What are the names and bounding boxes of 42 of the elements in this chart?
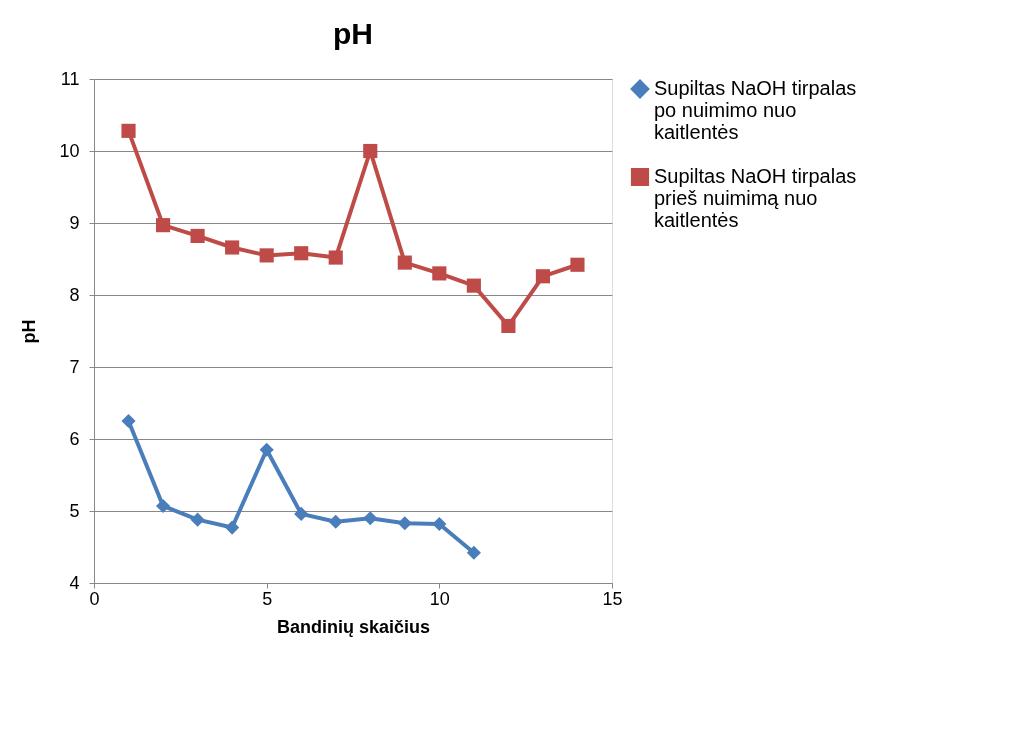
x-tick-label: 15 (602, 588, 623, 609)
point (535, 269, 550, 284)
legend-label: Supiltas NaOH tirpalas prieš nuimimą nuo kaitlentės (654, 165, 857, 231)
x-axis-title: Bandinių skaičius (276, 616, 431, 637)
y-axis-title: pH (19, 319, 40, 344)
y-tick-label: 10 (59, 140, 80, 161)
y-tick-label: 7 (69, 356, 80, 377)
point (156, 218, 171, 233)
point (121, 123, 136, 138)
point (190, 228, 205, 244)
x-tick-label: 10 (429, 588, 450, 609)
point (121, 413, 136, 429)
point (156, 498, 171, 514)
point (294, 246, 309, 261)
legend-label: Supiltas NaOH tirpalas po nuimimo nuo kaitlentės (654, 77, 857, 143)
point (259, 248, 274, 263)
point (190, 512, 205, 527)
x-tick-label: 5 (262, 588, 273, 609)
point (328, 250, 343, 265)
point (501, 318, 516, 334)
y-tick-label: 4 (69, 572, 80, 593)
point (328, 514, 343, 529)
point (432, 266, 447, 281)
point (259, 442, 274, 457)
y-tick-label: 11 (60, 68, 80, 89)
point (432, 516, 447, 532)
y-tick-label: 8 (69, 284, 80, 305)
point (397, 255, 412, 270)
point (294, 506, 309, 521)
point (225, 520, 240, 535)
point (466, 545, 481, 560)
y-tick-label: 9 (69, 212, 80, 233)
point (225, 240, 240, 255)
point (466, 278, 481, 293)
point (397, 516, 412, 531)
y-tick-label: 6 (69, 428, 80, 449)
point (363, 143, 378, 159)
y-tick-label: 5 (69, 500, 80, 521)
x-tick-label: 0 (89, 588, 100, 609)
point (570, 257, 585, 272)
point (363, 511, 378, 526)
chart-title: pH (333, 17, 373, 50)
